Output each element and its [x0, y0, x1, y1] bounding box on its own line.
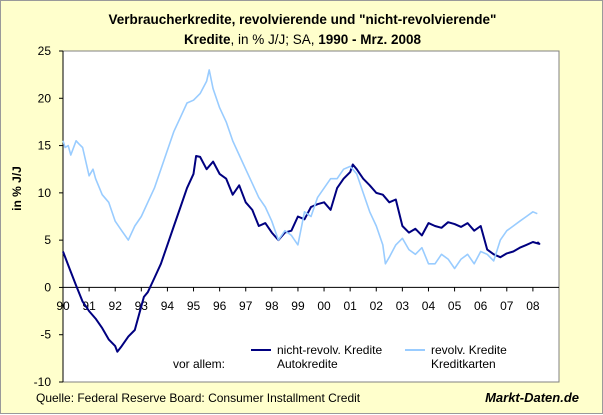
x-tick-label: 92	[109, 299, 123, 313]
x-tick-label: 06	[474, 299, 488, 313]
title-line-2: Kredite, in % J/J; SA, 1990 - Mrz. 2008	[1, 30, 603, 50]
y-tick-label: -5	[40, 328, 51, 342]
legend-prefix: vor allem:	[173, 357, 225, 371]
y-tick-label: -10	[34, 375, 52, 389]
x-tick-label: 02	[370, 299, 384, 313]
y-tick-label: 15	[38, 139, 52, 153]
chart-title: Verbraucherkredite, revolvierende und "n…	[1, 10, 603, 50]
x-tick-label: 07	[500, 299, 514, 313]
series-line-nonrevolving	[62, 155, 541, 353]
y-tick-label: 5	[44, 233, 51, 247]
source-note: Quelle: Federal Reserve Board: Consumer …	[36, 391, 361, 405]
x-tick-label: 99	[291, 299, 305, 313]
x-tick-label: 94	[161, 299, 175, 313]
y-tick-label: 25	[38, 44, 52, 58]
y-tick-label: 20	[38, 91, 52, 105]
y-tick-label: 10	[38, 186, 52, 200]
title-bold-a: Kredite	[183, 32, 231, 47]
x-tick-label: 91	[82, 299, 96, 313]
y-tick-label: 0	[44, 280, 51, 294]
y-axis: -10 -5 0 5 10 15 20 25	[34, 44, 64, 389]
x-tick-label: 90	[56, 299, 70, 313]
x-tick-label: 98	[265, 299, 279, 313]
x-tick-label: 95	[187, 299, 201, 313]
x-tick-label: 05	[448, 299, 462, 313]
title-bold-b: 1990 - Mrz. 2008	[318, 32, 422, 47]
legend-label-revolving: revolv. Kredite	[431, 343, 507, 357]
legend-sub-revolving: Kreditkarten	[431, 357, 496, 371]
y-axis-label: in % J/J	[10, 166, 24, 211]
title-line-1: Verbraucherkredite, revolvierende und "n…	[108, 12, 497, 27]
brand-logo-text: Markt-Daten.de	[485, 390, 579, 405]
x-tick-label: 01	[343, 299, 357, 313]
x-tick-label: 04	[422, 299, 436, 313]
legend-sub-nonrevolving: Autokredite	[277, 357, 338, 371]
title-normal: , in % J/J; SA,	[230, 32, 319, 47]
x-axis: 90 91 92 93 94 95 96 97 98 99 00 01 02 03 04 05 06 07 08	[56, 286, 559, 313]
series-layer	[62, 69, 541, 353]
x-tick-label: 97	[239, 299, 253, 313]
legend-label-nonrevolving: nicht-revolv. Kredite	[277, 343, 382, 357]
x-tick-label: 96	[213, 299, 227, 313]
x-tick-label: 03	[396, 299, 410, 313]
legend: nicht-revolv. Kredite revolv. Kredite vo…	[173, 343, 507, 371]
x-tick-label: 08	[526, 299, 540, 313]
x-tick-label: 00	[317, 299, 331, 313]
series-line-revolving	[62, 69, 538, 270]
